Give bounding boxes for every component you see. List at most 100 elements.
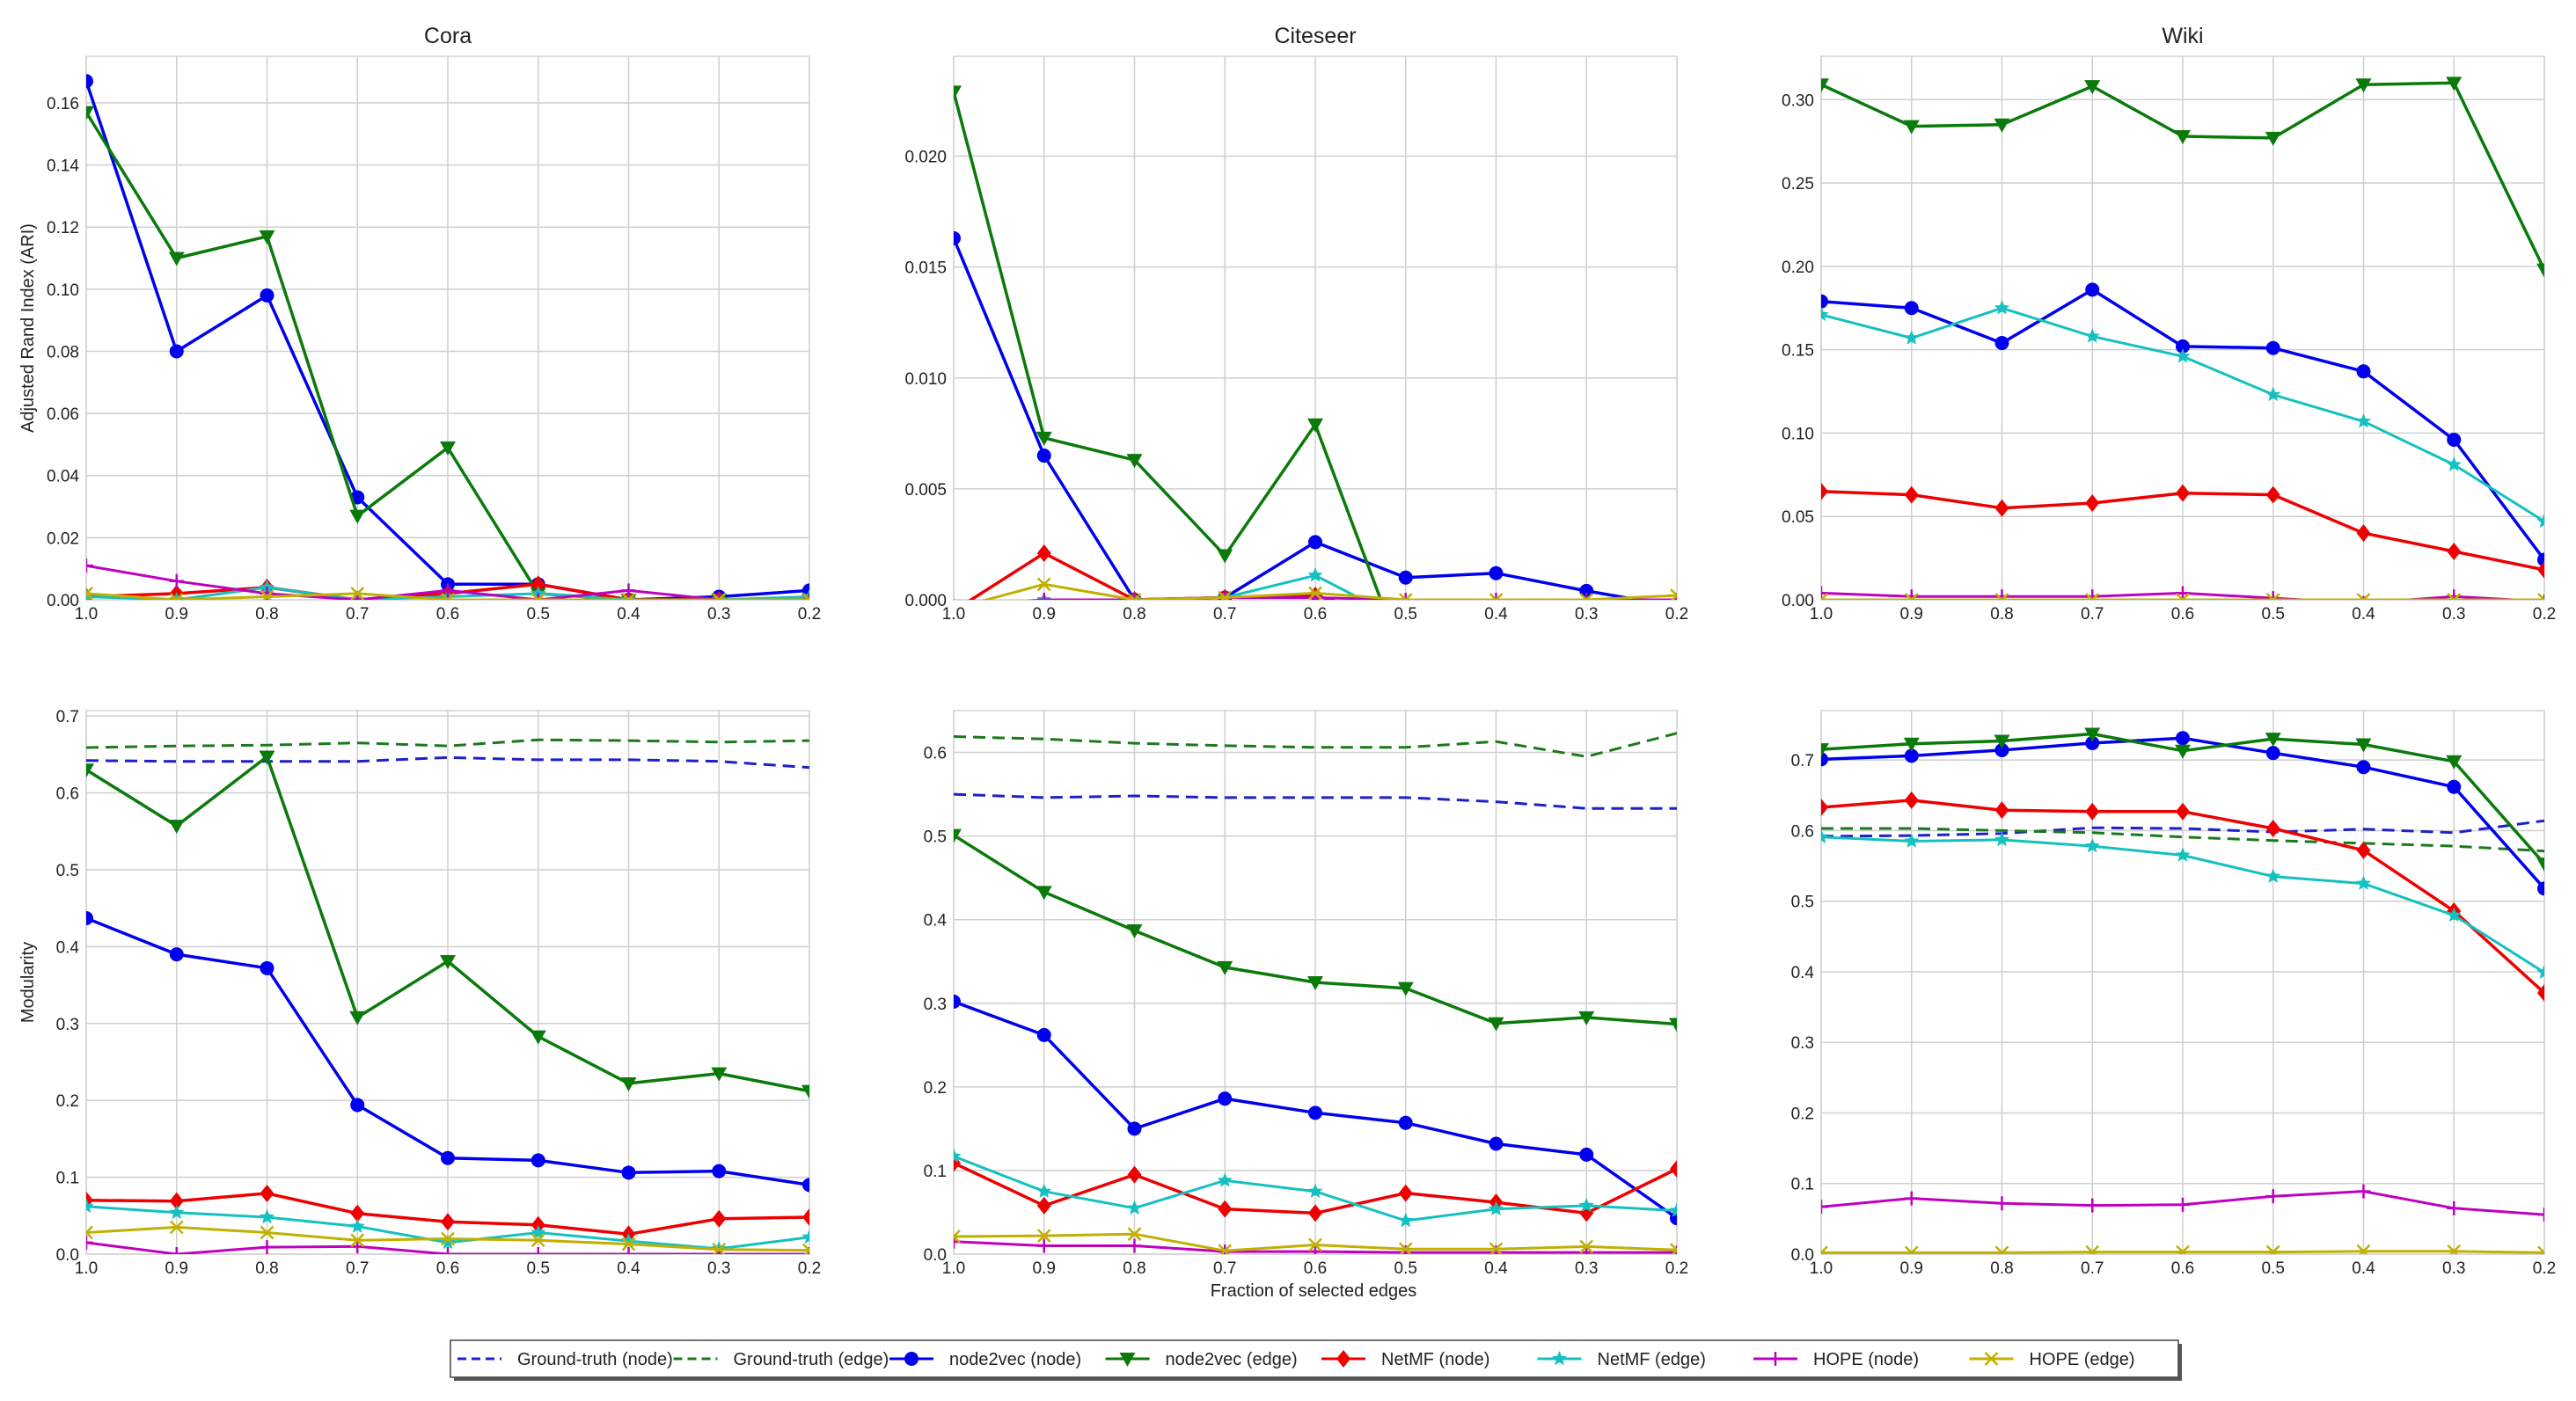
series-line: [954, 792, 1677, 810]
x-tick-label: 0.5: [527, 1259, 550, 1278]
data-point: [1994, 801, 2009, 820]
data-point: [2085, 735, 2100, 750]
data-point: [2265, 746, 2280, 761]
series-node2vec_node: [86, 911, 809, 1193]
data-point: [1036, 593, 1051, 600]
legend-item-hope_node: HOPE (node): [1753, 1350, 1919, 1369]
data-point: [711, 1067, 728, 1082]
data-point: [2446, 907, 2462, 922]
x-tick-label: 0.8: [1123, 605, 1145, 624]
data-point: [2356, 1184, 2371, 1199]
data-point: [169, 344, 184, 359]
x-tick-label: 0.8: [255, 605, 278, 624]
data-point: [1489, 593, 1504, 600]
x-tick-label: 0.5: [2262, 605, 2285, 624]
data-point: [1036, 544, 1051, 563]
series-hope_node: [1821, 1184, 2544, 1222]
y-tick-label: 0.16: [47, 95, 79, 113]
data-point: [1670, 1243, 1677, 1254]
y-tick-label: 0.00: [1782, 592, 1814, 610]
data-point: [621, 1237, 636, 1251]
chart-title: Wiki: [2162, 24, 2203, 48]
data-point: [1821, 586, 1828, 600]
data-point: [2176, 1197, 2190, 1212]
data-point: [1903, 737, 1920, 752]
data-point: [1904, 748, 1919, 763]
y-tick-label: 0.010: [904, 370, 947, 389]
data-point: [169, 592, 185, 600]
data-point: [2356, 364, 2371, 379]
data-point: [2356, 593, 2371, 600]
data-point: [260, 288, 274, 303]
series-netmf_edge: [86, 1198, 809, 1254]
data-point: [2447, 433, 2462, 448]
y-tick-label: 0.10: [1782, 425, 1814, 443]
data-point: [531, 575, 545, 594]
y-tick-label: 0.20: [1782, 259, 1814, 277]
data-point: [1218, 1244, 1233, 1254]
data-point: [2085, 1244, 2100, 1254]
data-point: [1036, 449, 1051, 463]
y-tick-label: 0.3: [56, 1016, 79, 1034]
x-tick-label: 1.0: [942, 605, 965, 624]
data-point: [1489, 1136, 1504, 1151]
data-point: [2536, 263, 2544, 278]
data-point: [1307, 418, 1323, 433]
data-point: [169, 1192, 184, 1210]
data-point: [1994, 1245, 2009, 1254]
x-tick-label: 0.2: [1665, 1259, 1688, 1278]
legend-marker: [1551, 1351, 1568, 1366]
data-point: [2265, 340, 2280, 355]
y-tick-label: 0.0: [924, 1246, 947, 1265]
data-point: [1904, 330, 1920, 345]
x-tick-label: 1.0: [942, 1259, 965, 1278]
y-tick-label: 0.0: [1791, 1246, 1814, 1265]
legend-label: HOPE (edge): [2030, 1350, 2135, 1369]
data-point: [1994, 1196, 2009, 1211]
series-hope_edge: [86, 587, 809, 600]
data-point: [954, 1148, 962, 1163]
data-point: [2176, 339, 2190, 354]
x-tick-label: 0.2: [1665, 605, 1688, 624]
data-point: [1489, 1242, 1504, 1254]
y-tick-label: 0.12: [47, 219, 79, 237]
data-point: [1669, 1018, 1677, 1033]
data-point: [1127, 593, 1142, 600]
data-point: [350, 1233, 365, 1248]
y-tick-label: 0.6: [56, 785, 79, 804]
x-tick-label: 0.4: [617, 1259, 640, 1278]
x-tick-label: 0.2: [798, 1259, 821, 1278]
series-node2vec_edge: [954, 85, 1383, 600]
data-point: [86, 911, 93, 926]
legend-label: node2vec (node): [949, 1350, 1081, 1369]
data-point: [1578, 1197, 1594, 1213]
data-point: [2355, 78, 2372, 93]
x-tick-label: 0.5: [1394, 605, 1417, 624]
data-point: [2265, 1244, 2280, 1254]
x-tick-label: 0.9: [165, 1259, 188, 1278]
series-node2vec_node: [954, 230, 1677, 600]
y-tick-label: 0.7: [56, 708, 79, 726]
x-tick-label: 0.4: [617, 605, 640, 624]
data-point: [2176, 484, 2190, 502]
data-point: [1127, 1165, 1142, 1184]
data-point: [2265, 485, 2280, 504]
data-point: [1307, 1183, 1323, 1198]
plot-frame: [1820, 710, 2545, 1255]
data-point: [260, 1225, 274, 1240]
data-point: [1994, 499, 2009, 517]
data-point: [440, 1234, 456, 1250]
data-point: [1821, 798, 1828, 816]
data-point: [2356, 524, 2371, 543]
x-tick-label: 0.4: [1484, 605, 1508, 624]
data-point: [1308, 535, 1322, 550]
chart-title: Cora: [424, 24, 472, 48]
y-tick-label: 0.000: [904, 592, 947, 610]
legend-marker: [904, 1352, 918, 1366]
y-tick-label: 0.15: [1782, 342, 1814, 361]
x-tick-label: 0.2: [2533, 605, 2556, 624]
chart-panel-5: 1.0 0.9 0.8 0.7 0.6 0.5 0.4 0.3 0.2 0.0 0.1 0.2 0.3 0…: [1791, 710, 2556, 1278]
data-point: [441, 583, 455, 598]
data-point: [1308, 586, 1322, 600]
